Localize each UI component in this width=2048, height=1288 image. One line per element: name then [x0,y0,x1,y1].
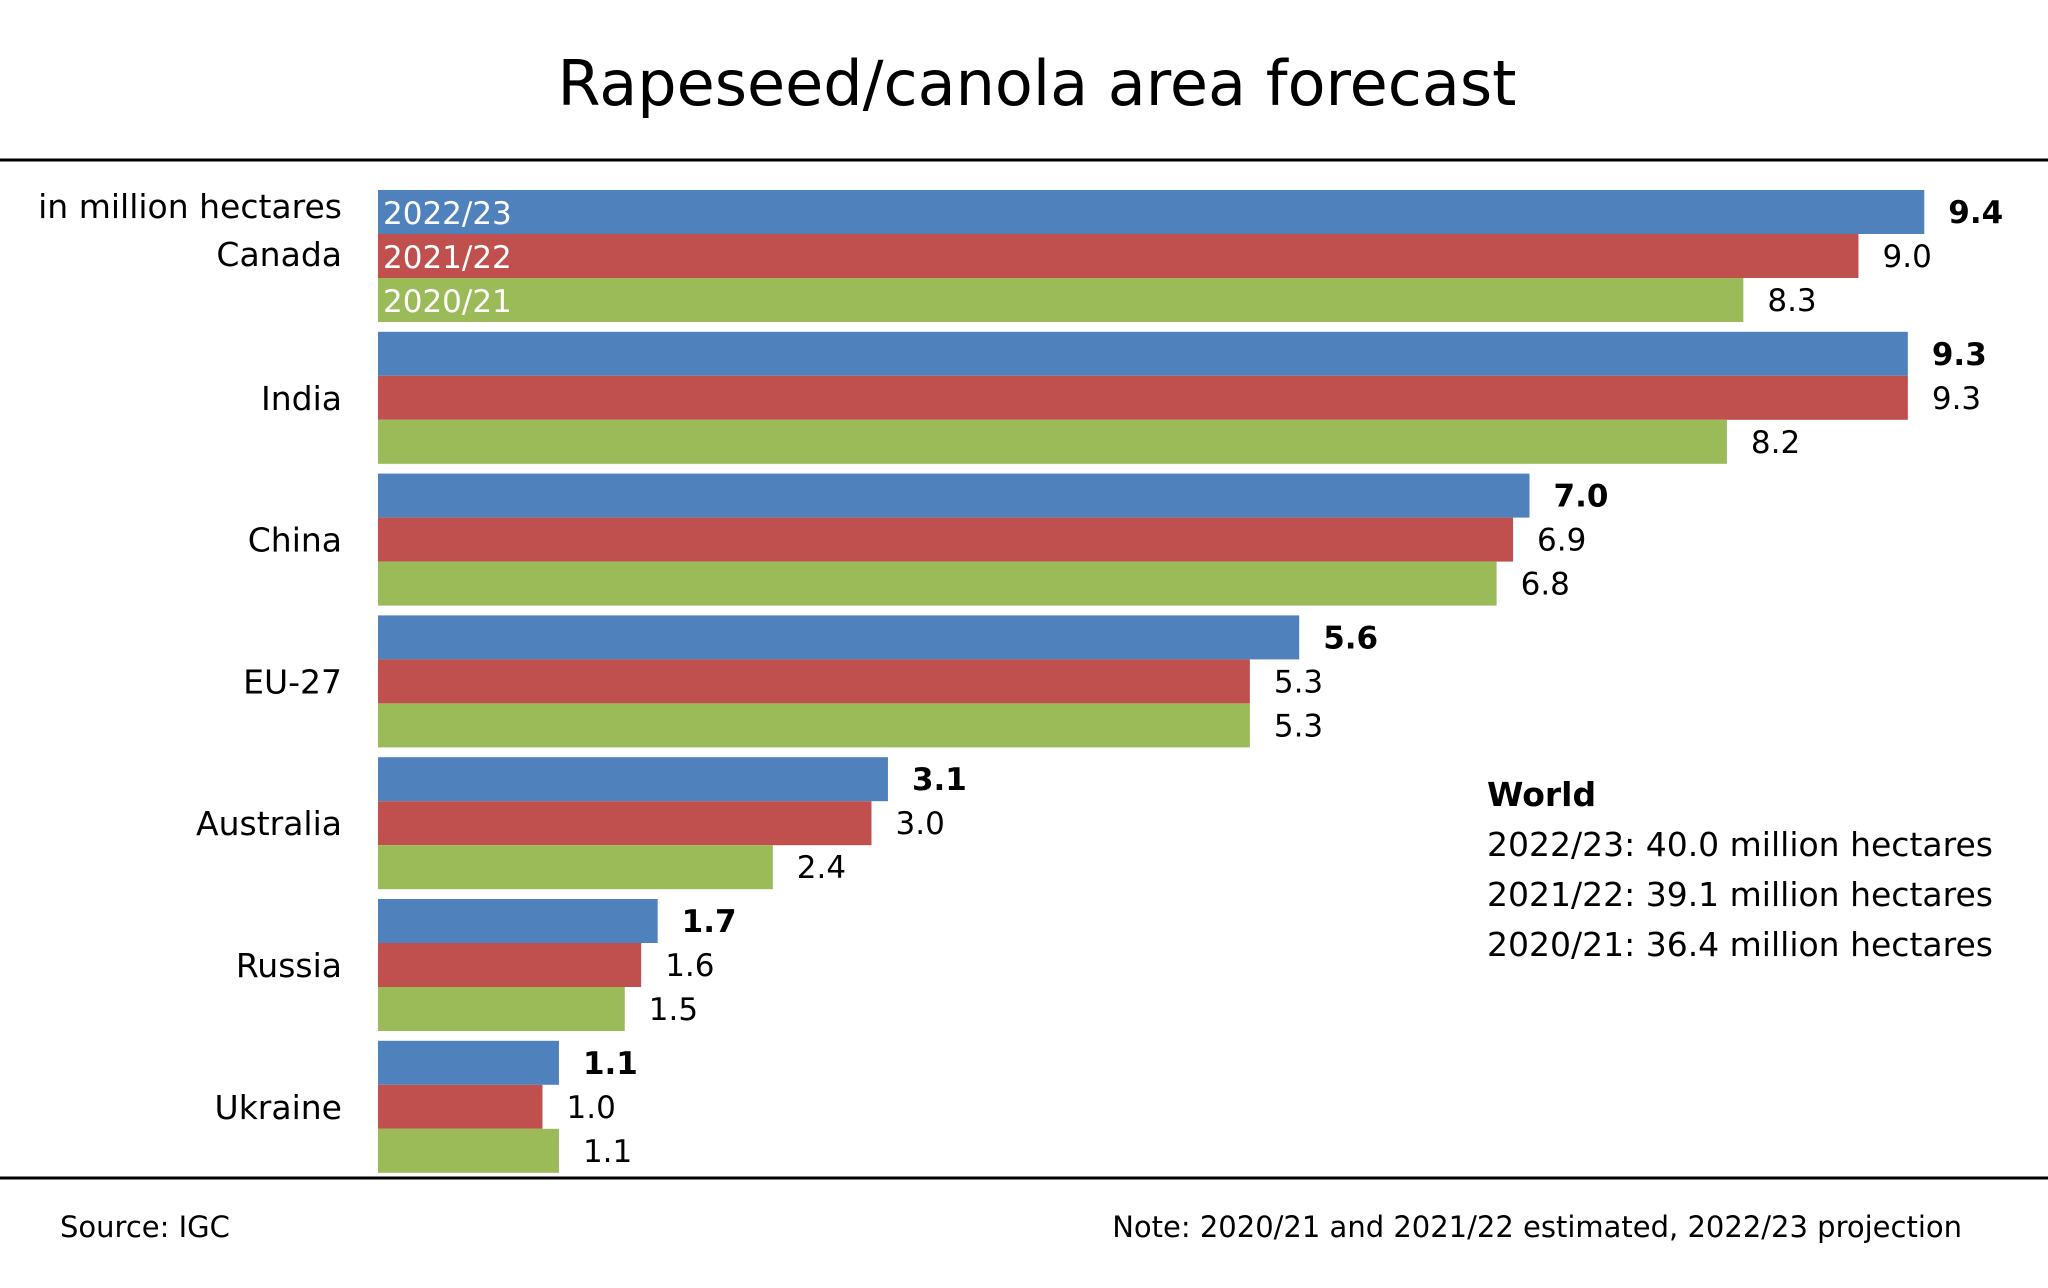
category-label-eu-27: EU-27 [243,662,342,701]
source-note: Source: IGC [60,1210,230,1244]
world-title: World [1487,775,1596,814]
bar-canada-2022-23 [378,190,1925,234]
world-line-2020-21: 2020/21: 36.4 million hectares [1487,925,1993,964]
bar-ukraine-2022-23 [378,1040,559,1085]
value-labels: 9.49.08.39.39.38.27.06.96.85.65.35.33.13… [567,195,2004,1170]
bars-group [378,190,1925,1173]
value-label-india-2021-22: 9.3 [1932,381,1981,417]
value-label-australia-2022-23: 3.1 [912,762,967,798]
bar-india-2021-22 [378,375,1908,420]
projection-note: Note: 2020/21 and 2021/22 estimated, 202… [1112,1210,1962,1244]
bar-australia-2020-21 [378,845,773,890]
world-line-2022-23: 2022/23: 40.0 million hectares [1487,825,1993,864]
value-label-ukraine-2020-21: 1.1 [583,1134,632,1170]
bar-russia-2022-23 [378,899,658,943]
bar-china-2021-22 [378,517,1514,562]
bar-russia-2020-21 [378,987,625,1031]
bar-russia-2021-22 [378,943,642,987]
legend-label-2020-21: 2020/21 [383,284,512,320]
unit-label: in million hectares [38,187,342,226]
bar-india-2022-23 [378,331,1908,376]
legend-label-2021-22: 2021/22 [383,240,512,276]
value-label-eu-27-2020-21: 5.3 [1274,708,1323,744]
bar-india-2020-21 [378,419,1727,464]
value-label-canada-2020-21: 8.3 [1767,283,1816,319]
value-label-canada-2021-22: 9.0 [1883,239,1932,275]
value-label-eu-27-2021-22: 5.3 [1274,664,1323,700]
category-label-australia: Australia [196,804,342,843]
bar-china-2020-21 [378,561,1497,606]
bar-ukraine-2020-21 [378,1128,559,1173]
world-summary: World 2022/23: 40.0 million hectares 202… [1487,775,1993,964]
bar-eu-27-2022-23 [378,615,1300,660]
category-label-russia: Russia [236,946,342,985]
bar-australia-2022-23 [378,757,888,802]
category-label-ukraine: Ukraine [215,1088,342,1127]
value-label-canada-2022-23: 9.4 [1948,195,2003,231]
category-label-china: China [248,521,342,560]
value-label-ukraine-2022-23: 1.1 [583,1046,638,1082]
category-label-canada: Canada [216,235,342,274]
world-line-2021-22: 2021/22: 39.1 million hectares [1487,875,1993,914]
value-label-australia-2020-21: 2.4 [797,850,846,886]
value-label-russia-2022-23: 1.7 [682,904,737,940]
value-label-china-2021-22: 6.9 [1537,523,1586,559]
value-label-ukraine-2021-22: 1.0 [567,1090,616,1126]
chart-title: Rapeseed/canola area forecast [558,47,1517,120]
value-label-china-2020-21: 6.8 [1521,567,1570,603]
bar-canada-2020-21 [378,278,1744,322]
bar-china-2022-23 [378,473,1530,518]
bar-ukraine-2021-22 [378,1084,543,1129]
legend-label-2022-23: 2022/23 [383,196,512,232]
category-labels: Canada India China EU-27 Australia Russia Ukra… [196,235,342,1127]
value-label-china-2022-23: 7.0 [1554,479,1609,515]
value-label-australia-2021-22: 3.0 [896,806,945,842]
bar-canada-2021-22 [378,234,1859,278]
legend: 2022/23 2021/22 2020/21 [383,196,512,320]
category-label-india: India [261,379,342,418]
value-label-india-2022-23: 9.3 [1932,337,1987,373]
bar-eu-27-2020-21 [378,703,1250,748]
value-label-eu-27-2022-23: 5.6 [1323,620,1378,656]
bar-eu-27-2021-22 [378,659,1250,704]
bar-australia-2021-22 [378,801,872,846]
value-label-russia-2020-21: 1.5 [649,992,698,1028]
value-label-india-2020-21: 8.2 [1751,425,1800,461]
value-label-russia-2021-22: 1.6 [665,948,714,984]
